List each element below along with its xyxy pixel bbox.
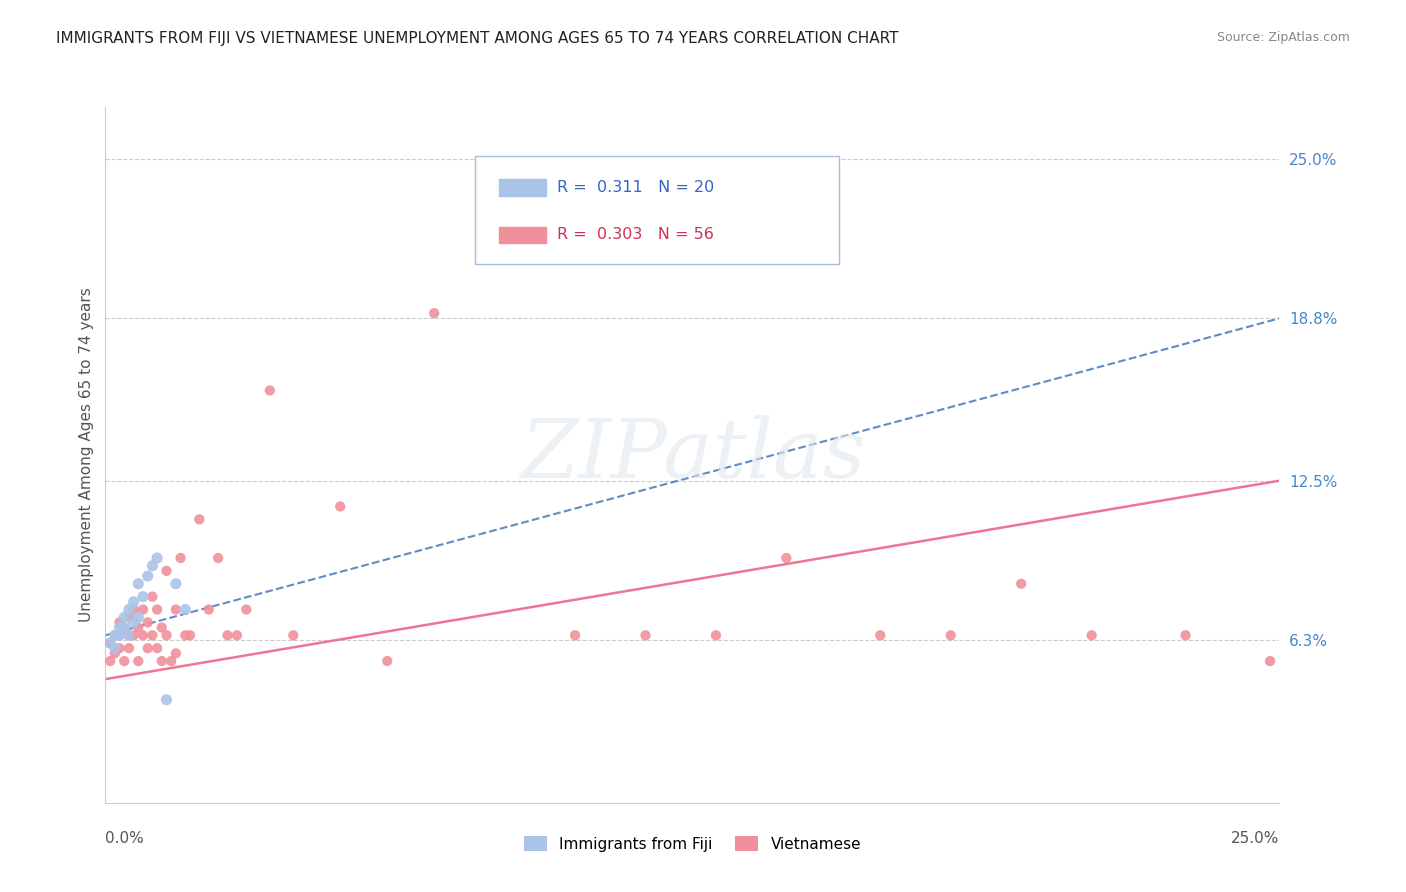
Point <box>132 590 155 604</box>
Point <box>869 628 891 642</box>
Point <box>217 628 239 642</box>
Point <box>150 621 173 635</box>
Point <box>141 628 163 642</box>
Point <box>146 551 169 566</box>
Point <box>174 602 197 616</box>
Point <box>1258 654 1281 668</box>
Point <box>118 641 141 656</box>
Point <box>112 621 135 635</box>
Text: ZIPatlas: ZIPatlas <box>520 415 865 495</box>
Point <box>207 551 229 566</box>
Point <box>104 628 127 642</box>
Point <box>136 641 159 656</box>
Point <box>118 628 141 642</box>
Point <box>329 500 352 514</box>
Point <box>155 692 177 706</box>
Point <box>127 610 149 624</box>
Point <box>108 615 131 630</box>
Point <box>98 636 121 650</box>
Point <box>165 646 187 660</box>
Point <box>226 628 249 642</box>
Text: 25.0%: 25.0% <box>1232 830 1279 846</box>
Point <box>122 628 145 642</box>
Point <box>98 636 121 650</box>
Point <box>108 628 131 642</box>
Point <box>155 628 177 642</box>
Point <box>112 654 135 668</box>
Point <box>283 628 305 642</box>
Point <box>122 615 145 630</box>
Point <box>179 628 201 642</box>
Point <box>98 654 121 668</box>
Point <box>146 602 169 616</box>
Point <box>174 628 197 642</box>
Point <box>494 164 516 178</box>
Text: R =  0.311   N = 20: R = 0.311 N = 20 <box>557 180 714 195</box>
Point <box>136 615 159 630</box>
Point <box>165 602 187 616</box>
Point <box>1010 576 1032 591</box>
Text: Source: ZipAtlas.com: Source: ZipAtlas.com <box>1216 31 1350 45</box>
Point <box>132 628 155 642</box>
Point <box>108 628 131 642</box>
Point <box>169 551 191 566</box>
Point <box>104 628 127 642</box>
Point <box>104 646 127 660</box>
Point <box>127 576 149 591</box>
Point <box>122 602 145 616</box>
Point <box>108 621 131 635</box>
Point <box>235 602 257 616</box>
Point <box>160 654 183 668</box>
Point <box>136 569 159 583</box>
Point <box>112 610 135 624</box>
Point <box>104 641 127 656</box>
Point <box>188 512 211 526</box>
Point <box>118 628 141 642</box>
Point <box>939 628 962 642</box>
Point <box>775 551 797 566</box>
Text: IMMIGRANTS FROM FIJI VS VIETNAMESE UNEMPLOYMENT AMONG AGES 65 TO 74 YEARS CORREL: IMMIGRANTS FROM FIJI VS VIETNAMESE UNEMP… <box>56 31 898 46</box>
Y-axis label: Unemployment Among Ages 65 to 74 years: Unemployment Among Ages 65 to 74 years <box>79 287 94 623</box>
Point <box>146 641 169 656</box>
Point <box>1080 628 1102 642</box>
FancyBboxPatch shape <box>475 156 839 263</box>
Point <box>634 628 657 642</box>
Point <box>118 610 141 624</box>
Point <box>127 621 149 635</box>
Point <box>1174 628 1197 642</box>
Point <box>165 576 187 591</box>
Point <box>150 654 173 668</box>
Point <box>375 654 398 668</box>
Text: R =  0.303   N = 56: R = 0.303 N = 56 <box>557 227 714 243</box>
Point <box>122 595 145 609</box>
Legend: Immigrants from Fiji, Vietnamese: Immigrants from Fiji, Vietnamese <box>517 830 868 858</box>
Point <box>132 602 155 616</box>
Point <box>108 641 131 656</box>
Point <box>423 306 446 320</box>
Point <box>112 621 135 635</box>
Point <box>155 564 177 578</box>
Point <box>141 590 163 604</box>
Text: 0.0%: 0.0% <box>105 830 145 846</box>
Point <box>118 602 141 616</box>
Point <box>197 602 219 616</box>
Point <box>127 654 149 668</box>
Point <box>564 628 586 642</box>
Point <box>704 628 727 642</box>
Point <box>259 384 281 398</box>
Point <box>141 558 163 573</box>
